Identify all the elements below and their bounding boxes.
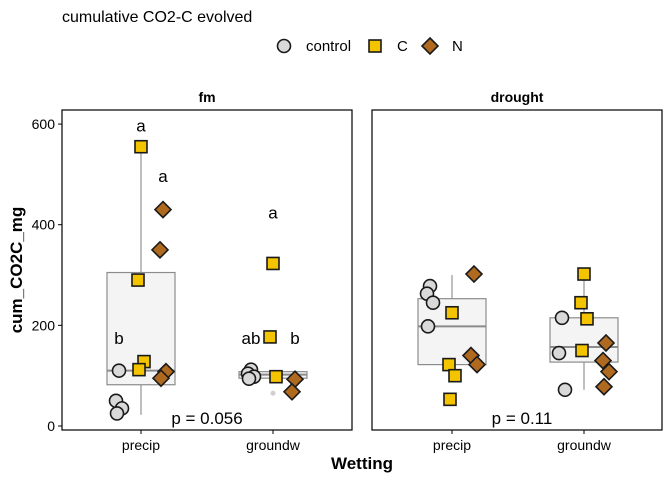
panel-frame: [61, 109, 353, 431]
y-axis: 0 200 400 600: [32, 116, 62, 434]
legend-label-c: C: [397, 38, 408, 55]
significance-letter: a: [136, 117, 146, 136]
data-point-n: [596, 333, 616, 353]
data-point-n: [464, 264, 484, 284]
significance-letter: b: [290, 329, 299, 348]
series-control: [108, 362, 262, 421]
chart-title: cumulative CO2-C evolved: [62, 9, 252, 26]
data-point-control: [425, 295, 441, 311]
y-tick-label: 0: [47, 418, 55, 434]
series-control: [419, 278, 573, 398]
x-axis-title: Wetting: [331, 454, 393, 473]
x-tick-label: precip: [122, 437, 160, 453]
box-outlier: [270, 390, 276, 396]
data-point-c: [131, 273, 145, 287]
y-tick-label: 400: [32, 217, 56, 233]
data-point-c: [577, 267, 591, 281]
series-n: [150, 200, 305, 401]
data-point-c: [580, 312, 594, 326]
data-point-c: [445, 305, 459, 320]
legend-key-control: [276, 38, 292, 54]
legend-key-c: [368, 39, 382, 53]
data-point-c: [266, 256, 280, 271]
x-tick-label: groundw: [246, 437, 301, 453]
panel-frame: [371, 109, 663, 431]
data-point-n: [153, 200, 173, 219]
y-tick-label: 200: [32, 317, 56, 333]
data-point-control: [554, 310, 570, 326]
data-point-c: [442, 357, 456, 372]
y-axis-title: cum_CO2C_mg: [7, 207, 26, 334]
data-point-n: [594, 377, 614, 396]
significance-letter: b: [114, 329, 123, 348]
data-point-c: [448, 368, 462, 383]
data-point-control: [109, 406, 125, 421]
data-point-n: [467, 355, 487, 374]
data-point-c: [443, 392, 457, 407]
legend-item-control: control: [276, 38, 351, 55]
data-point-c: [263, 330, 277, 344]
data-point-c: [574, 295, 588, 310]
data-point-control: [241, 371, 257, 386]
data-point-n: [150, 240, 170, 260]
data-point-control: [111, 363, 127, 378]
legend-label-control: control: [306, 38, 351, 55]
series-c: [131, 139, 283, 384]
data-point-c: [269, 369, 283, 384]
data-point-control: [420, 319, 436, 334]
legend-item-n: N: [420, 36, 463, 56]
significance-letter: a: [268, 204, 278, 223]
data-point-control: [551, 345, 567, 361]
legend: control C N: [276, 36, 463, 56]
data-point-n: [151, 369, 171, 388]
significance-letter: ab: [242, 329, 261, 348]
panel-strip-label: fm: [198, 89, 215, 105]
legend-key-n: [420, 36, 440, 56]
series-n: [461, 264, 619, 396]
data-point-c: [575, 343, 589, 358]
data-point-c: [132, 362, 146, 377]
legend-label-n: N: [452, 38, 463, 55]
legend-item-c: C: [368, 38, 408, 55]
data-point-c: [134, 139, 148, 154]
data-point-n: [599, 362, 619, 381]
data-point-n: [282, 382, 302, 401]
series-c: [442, 267, 594, 407]
panel-strip-label: drought: [491, 89, 544, 105]
x-tick-label: groundw: [557, 437, 612, 453]
y-tick-label: 600: [32, 116, 56, 132]
panel-drought: drought p = 0.11 precip groundw: [371, 89, 663, 453]
p-value-label: p = 0.11: [492, 409, 553, 428]
x-tick-label: precip: [433, 437, 471, 453]
data-point-control: [557, 382, 573, 398]
significance-letter: a: [158, 167, 168, 186]
p-value-label: p = 0.056: [171, 409, 242, 428]
